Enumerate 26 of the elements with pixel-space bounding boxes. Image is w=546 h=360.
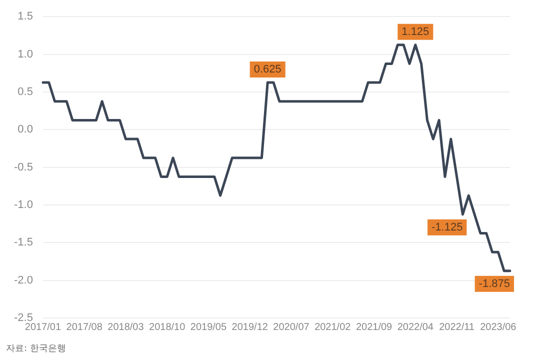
data-label: -1.125 [432,221,463,234]
text: 자료: 한국은행 [6,343,66,355]
y-tick-label: -2.5 [14,312,33,324]
data-label: 1.125 [402,26,430,38]
y-tick-label: 0.0 [18,124,33,136]
y-tick-label: 1.5 [18,10,33,23]
y-tick-label: -2.0 [14,274,33,286]
x-tick-label: 2017/01 [24,322,62,333]
y-tick-label: -1.0 [14,199,33,212]
data-label: -1.875 [478,278,510,290]
y-tick-label: 1.0 [18,48,33,60]
x-tick-label: 2021/02 [314,322,352,333]
x-tick-label: 2018/10 [149,322,186,333]
x-tick-label: 2022/11 [439,322,475,333]
x-tick-label: 2017/08 [66,322,103,333]
y-tick-label: -1.5 [14,236,33,249]
x-tick-label: 2019/12 [232,322,268,333]
data-label: 0.625 [254,64,282,76]
y-tick-label: 0.5 [18,86,33,98]
x-tick-label: 2023/06 [480,322,517,333]
x-tick-label: 2022/04 [397,322,434,333]
x-tick-label: 2019/05 [190,322,227,333]
x-tick-label: 2020/07 [273,322,310,333]
x-tick-label: 2018/03 [108,322,144,333]
y-tick-label: -0.5 [14,161,33,174]
x-tick-label: 2021/09 [356,322,393,333]
